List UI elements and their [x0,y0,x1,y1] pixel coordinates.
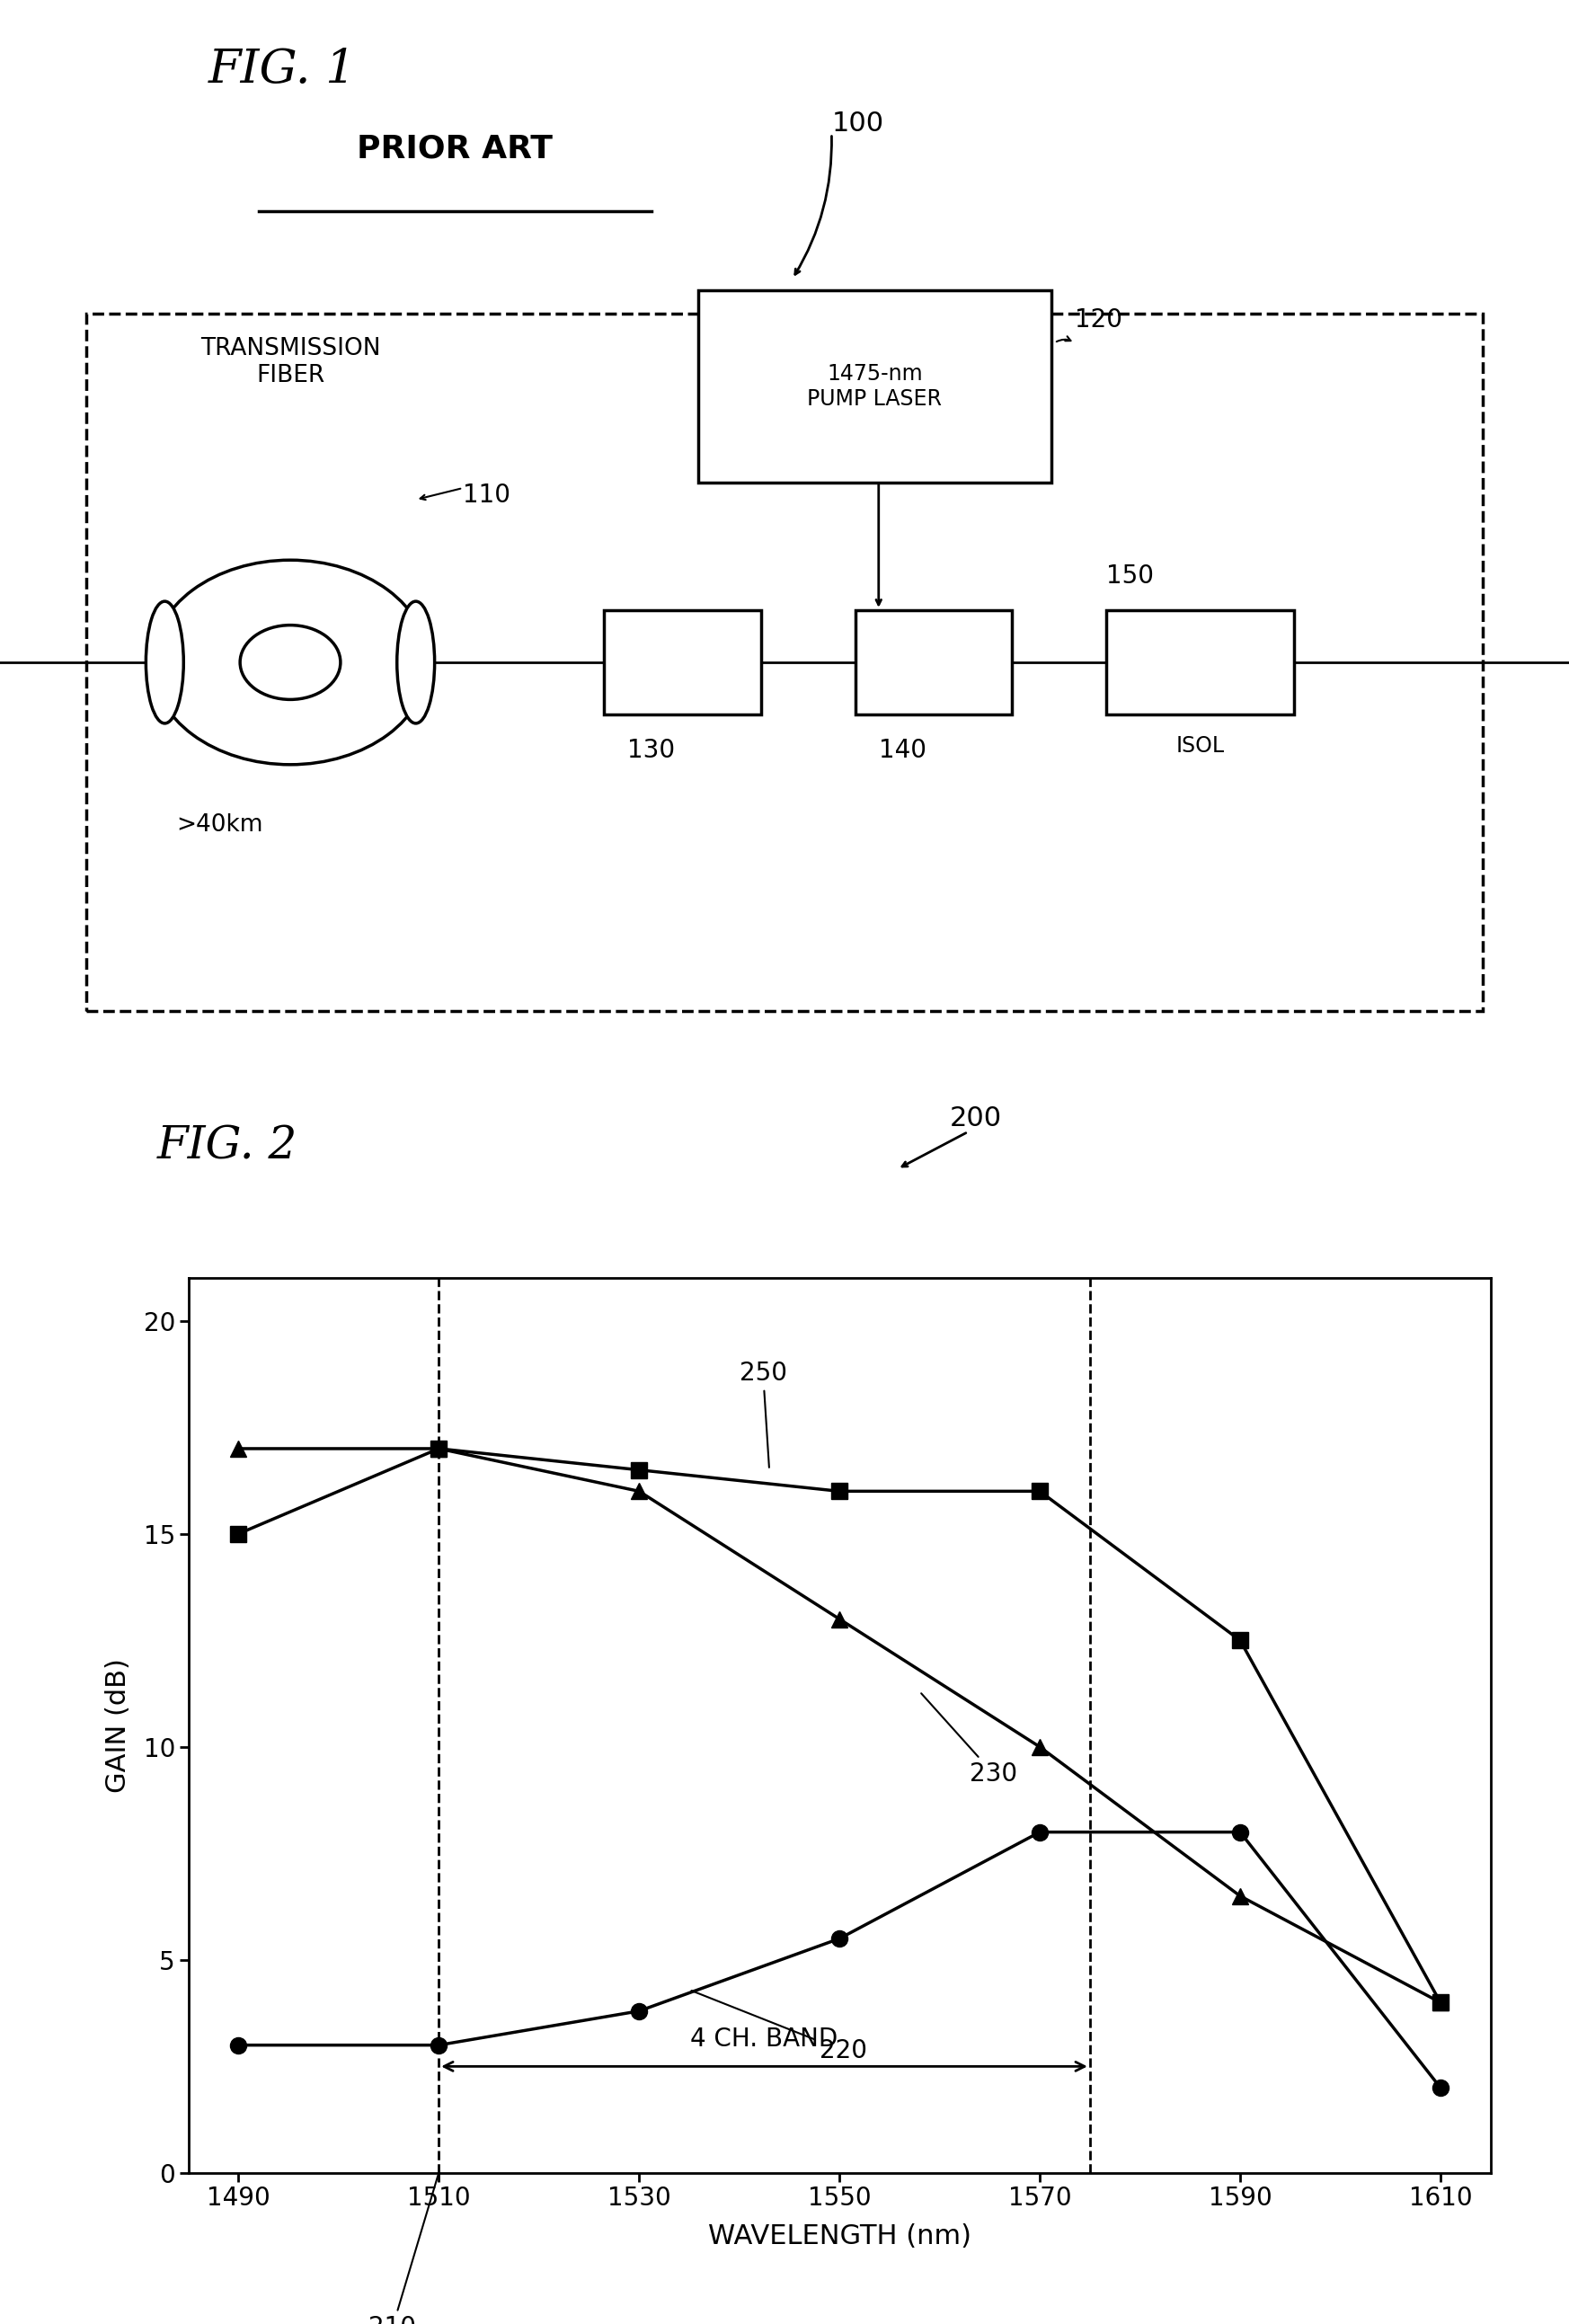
Text: ISOL: ISOL [1177,734,1224,758]
Text: 4 CH. BAND: 4 CH. BAND [690,2027,838,2052]
Text: SOA: SOA [912,651,956,674]
Y-axis label: GAIN (dB): GAIN (dB) [105,1659,130,1792]
FancyBboxPatch shape [698,290,1051,483]
Circle shape [240,625,340,700]
Text: 1475-nm
PUMP LASER: 1475-nm PUMP LASER [808,363,941,409]
Text: PRIOR ART: PRIOR ART [358,132,552,165]
Text: 210: 210 [369,2175,438,2324]
Text: WDM: WDM [654,651,711,674]
Text: 150: 150 [1106,562,1153,588]
Text: FIG. 1: FIG. 1 [209,46,356,93]
Text: 250: 250 [739,1360,788,1466]
Text: 110: 110 [463,483,510,507]
Text: 120: 120 [1075,307,1122,332]
FancyBboxPatch shape [855,609,1012,713]
Text: 100: 100 [832,109,883,137]
Text: 220: 220 [692,1992,868,2064]
Text: >40km: >40km [176,813,264,837]
Text: 140: 140 [879,737,926,762]
FancyBboxPatch shape [86,314,1483,1011]
Text: 230: 230 [921,1694,1017,1787]
Ellipse shape [146,602,184,723]
Text: 200: 200 [949,1106,1001,1132]
X-axis label: WAVELENGTH (nm): WAVELENGTH (nm) [708,2224,971,2250]
Text: TRANSMISSION
FIBER: TRANSMISSION FIBER [201,337,380,388]
Ellipse shape [397,602,435,723]
Text: FIG. 2: FIG. 2 [157,1125,298,1169]
FancyBboxPatch shape [604,609,761,713]
Circle shape [152,560,428,765]
Text: 130: 130 [628,737,675,762]
FancyBboxPatch shape [1106,609,1294,713]
